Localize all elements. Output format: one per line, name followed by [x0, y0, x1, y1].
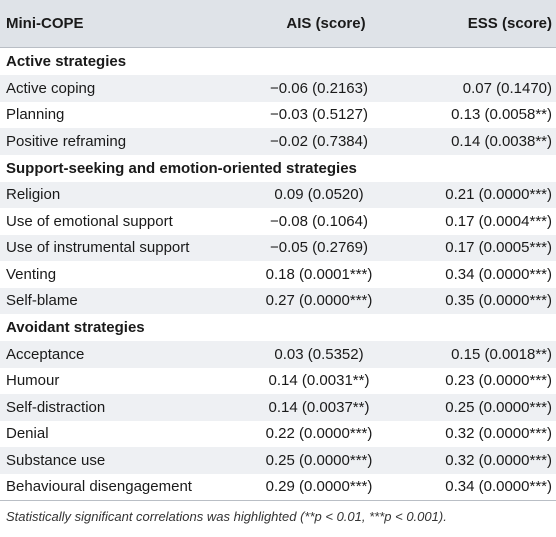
row-label: Self-blame	[6, 292, 78, 310]
section-header: Active strategies	[0, 48, 556, 75]
header-ess: ESS (score)	[467, 15, 552, 32]
ais-value: 0.09 (0.0520)	[274, 186, 364, 204]
ais-value: −0.02 (0.7384)	[270, 132, 368, 150]
table-row: Acceptance 0.03 (0.5352) 0.15 (0.0018**)	[0, 341, 556, 368]
ess-value: 0.07 (0.1470)	[462, 79, 552, 97]
ess-value: 0.23 (0.0000***)	[445, 372, 552, 390]
section-header: Avoidant strategies	[0, 314, 556, 341]
ess-value: 0.34 (0.0000***)	[445, 265, 552, 283]
ess-value: 0.25 (0.0000***)	[445, 398, 552, 416]
table-row: Use of instrumental support −0.05 (0.2769…	[0, 234, 556, 261]
ess-value: 0.13 (0.0058**)	[451, 106, 552, 124]
row-label: Behavioural disengagement	[6, 478, 192, 496]
ais-value: 0.18 (0.0001***)	[265, 265, 373, 283]
table-row: Substance use 0.25 (0.0000***) 0.32 (0.000…	[0, 447, 556, 474]
row-label: Active coping	[6, 79, 96, 97]
ess-value: 0.32 (0.0000***)	[445, 425, 552, 443]
table-row: Active coping −0.06 (0.2163) 0.07 (0.1470)	[0, 75, 556, 102]
table-row: Self-blame 0.27 (0.0000***) 0.35 (0.0000**…	[0, 287, 556, 314]
ais-value: 0.22 (0.0000***)	[265, 425, 373, 443]
header-ais: AIS (score)	[286, 15, 366, 32]
table-row: Venting 0.18 (0.0001***) 0.34 (0.0000***)	[0, 261, 556, 288]
row-label: Religion	[6, 186, 61, 204]
ess-value: 0.17 (0.0004***)	[445, 212, 552, 230]
ais-value: 0.29 (0.0000***)	[265, 478, 373, 496]
ais-value: −0.03 (0.5127)	[270, 106, 368, 124]
row-label: Denial	[6, 425, 49, 443]
ess-value: 0.35 (0.0000***)	[445, 292, 552, 310]
table-row: Positive reframing −0.02 (0.7384) 0.14 (0.…	[0, 128, 556, 155]
table-row: Religion 0.09 (0.0520) 0.21 (0.0000***)	[0, 181, 556, 208]
row-label: Use of instrumental support	[6, 239, 190, 257]
row-label: Positive reframing	[6, 132, 127, 150]
ais-value: 0.25 (0.0000***)	[265, 451, 373, 469]
row-label: Planning	[6, 106, 65, 124]
table-row: Humour 0.14 (0.0031**) 0.23 (0.0000***)	[0, 368, 556, 395]
ess-value: 0.17 (0.0005***)	[445, 239, 552, 257]
ais-value: 0.14 (0.0031**)	[268, 372, 370, 390]
row-label: Humour	[6, 372, 60, 390]
section-title: Active strategies	[6, 53, 127, 70]
ais-value: 0.03 (0.5352)	[274, 345, 364, 363]
ess-value: 0.34 (0.0000***)	[445, 478, 552, 496]
table-footnote: Statistically significant correlations w…	[6, 509, 447, 524]
ess-value: 0.21 (0.0000***)	[445, 186, 552, 204]
section-title: Avoidant strategies	[6, 319, 145, 336]
table-row: Denial 0.22 (0.0000***) 0.32 (0.0000***)	[0, 421, 556, 448]
ess-value: 0.15 (0.0018**)	[451, 345, 552, 363]
ess-value: 0.14 (0.0038**)	[451, 132, 552, 150]
header-mini-cope: Mini-COPE	[6, 15, 84, 32]
row-label: Venting	[6, 265, 57, 283]
table-row: Use of emotional support −0.08 (0.1064) 0.…	[0, 208, 556, 235]
ais-value: 0.27 (0.0000***)	[265, 292, 373, 310]
row-label: Acceptance	[6, 345, 85, 363]
section-title: Support-seeking and emotion-oriented str…	[6, 159, 357, 177]
row-label: Substance use	[6, 451, 106, 469]
table-body: Active strategies Active coping −0.06 (0.2…	[0, 48, 556, 500]
ess-value: 0.32 (0.0000***)	[445, 451, 552, 469]
ais-value: −0.06 (0.2163)	[270, 79, 368, 97]
header-rule	[0, 47, 556, 48]
footer-rule	[0, 500, 556, 501]
ais-value: −0.08 (0.1064)	[270, 212, 368, 230]
ais-value: −0.05 (0.2769)	[270, 239, 368, 257]
table-row: Self-distraction 0.14 (0.0037**) 0.25 (0.0…	[0, 394, 556, 421]
table-header: Mini-COPE AIS (score) ESS (score)	[0, 0, 556, 47]
table-row: Planning −0.03 (0.5127) 0.13 (0.0058**)	[0, 102, 556, 129]
row-label: Self-distraction	[6, 398, 106, 416]
section-header: Support-seeking and emotion-oriented str…	[0, 155, 556, 182]
ais-value: 0.14 (0.0037**)	[268, 398, 370, 416]
row-label: Use of emotional support	[6, 212, 173, 230]
table-row: Behavioural disengagement 0.29 (0.0000***…	[0, 474, 556, 501]
